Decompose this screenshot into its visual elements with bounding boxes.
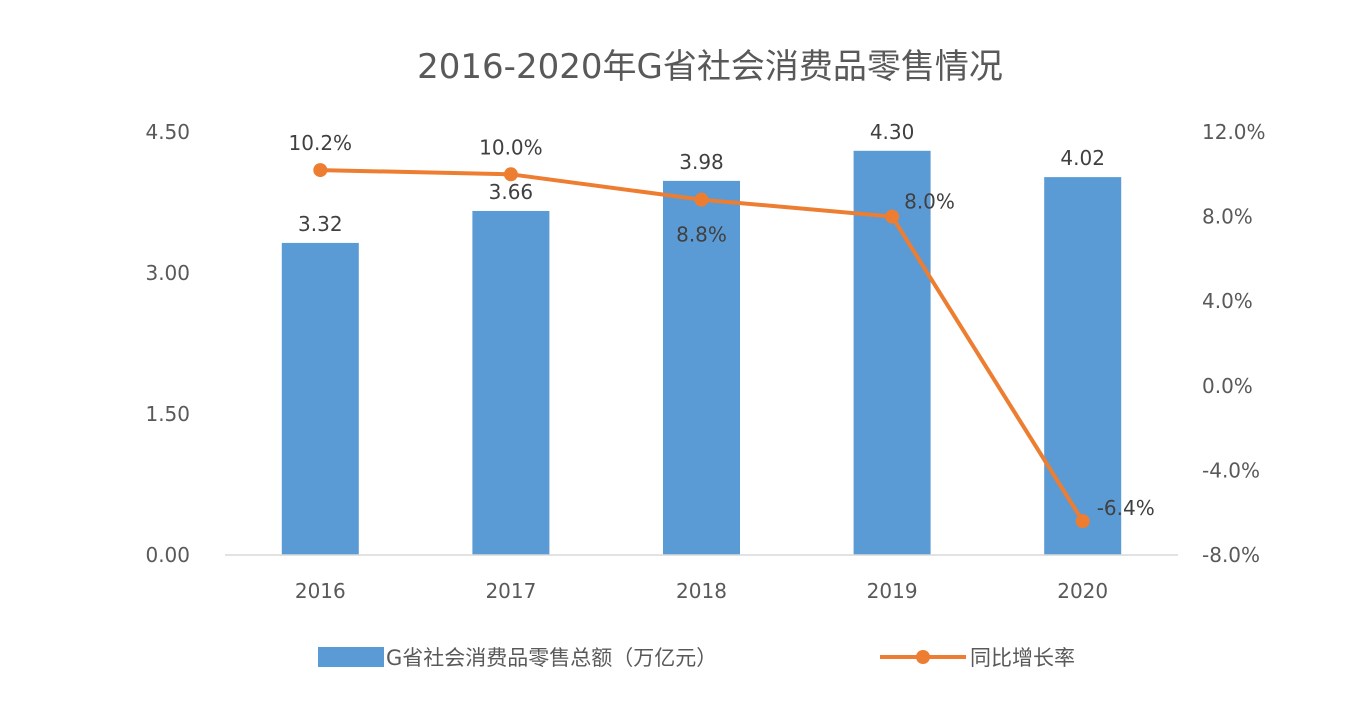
bar-data-labels: 3.32 3.66 3.98 4.30 4.02 (298, 120, 1105, 236)
x-axis-ticks: 2016 2017 2018 2019 2020 (295, 579, 1108, 603)
chart-title: 2016-2020年G省社会消费品零售情况 (417, 47, 1003, 87)
bar-data-label: 3.32 (298, 212, 343, 236)
bar (281, 242, 359, 556)
line-data-label: 8.8% (676, 223, 727, 247)
x-axis-tick-label: 2019 (867, 579, 918, 603)
line-point (885, 209, 900, 224)
line-data-labels: 10.2% 10.0% 8.8% 8.0% -6.4% (289, 131, 1155, 520)
line-data-label: 8.0% (904, 190, 955, 214)
legend-label-line: 同比增长率 (970, 646, 1075, 670)
bar (663, 180, 740, 555)
line-point (313, 163, 328, 178)
right-axis-tick-label: -4.0% (1202, 458, 1260, 482)
legend-label-bar: G省社会消费品零售总额（万亿元） (386, 646, 717, 670)
line-point (503, 167, 518, 182)
bar (1044, 177, 1122, 555)
line-data-label: 10.0% (479, 135, 543, 159)
x-axis-tick-label: 2017 (485, 579, 536, 603)
bar-data-label: 4.30 (870, 120, 915, 144)
right-axis-tick-label: 0.0% (1202, 374, 1253, 398)
bar-data-label: 3.98 (679, 150, 724, 174)
left-axis-ticks: 0.00 1.50 3.00 4.50 (145, 120, 190, 567)
left-axis-tick-label: 3.00 (145, 261, 190, 285)
right-axis-tick-label: 4.0% (1202, 289, 1253, 313)
right-axis-ticks: -8.0% -4.0% 0.0% 4.0% 8.0% 12.0% (1202, 120, 1266, 567)
bar-data-label: 3.66 (489, 180, 534, 204)
x-axis-tick-label: 2018 (676, 579, 727, 603)
legend: G省社会消费品零售总额（万亿元） 同比增长率 (318, 646, 1075, 670)
line-point (1075, 514, 1090, 529)
line-point (694, 192, 709, 207)
line-data-label: -6.4% (1097, 496, 1155, 520)
left-axis-tick-label: 0.00 (145, 543, 190, 567)
right-axis-tick-label: 12.0% (1202, 120, 1266, 144)
bar-data-label: 4.02 (1060, 146, 1105, 170)
left-axis-tick-label: 1.50 (145, 402, 190, 426)
bar (472, 210, 550, 555)
legend-marker-line (916, 650, 930, 664)
line-data-label: 10.2% (289, 131, 353, 155)
x-axis-tick-label: 2016 (295, 579, 346, 603)
left-axis-tick-label: 4.50 (145, 120, 190, 144)
legend-swatch-bar (318, 647, 384, 667)
right-axis-tick-label: 8.0% (1202, 205, 1253, 229)
right-axis-tick-label: -8.0% (1202, 543, 1260, 567)
bar-series (281, 150, 1122, 556)
x-axis-tick-label: 2020 (1057, 579, 1108, 603)
line-series (313, 163, 1090, 529)
